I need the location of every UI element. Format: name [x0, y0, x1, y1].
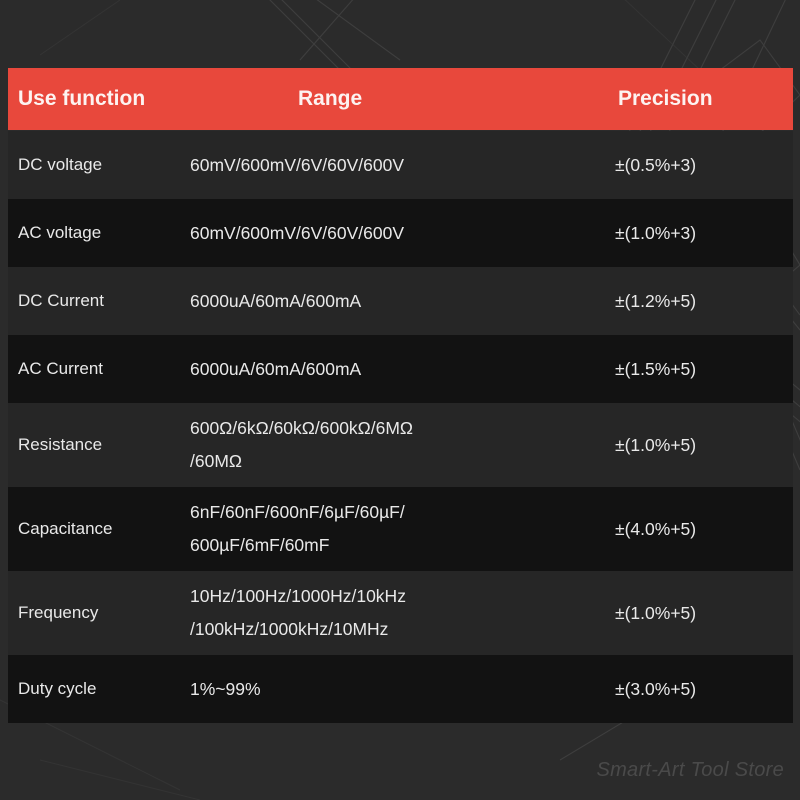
table-row: AC Current 6000uA/60mA/600mA ±(1.5%+5): [8, 335, 793, 403]
cell-use-function: Capacitance: [18, 519, 113, 538]
cell-precision: ±(4.0%+5): [615, 519, 697, 539]
column-header-precision: Precision: [618, 87, 713, 110]
cell-use-function: Duty cycle: [18, 679, 97, 698]
cell-precision: ±(1.0%+3): [615, 223, 697, 243]
watermark-text: Smart-Art Tool Store: [596, 759, 784, 781]
cell-precision: ±(1.0%+5): [615, 435, 697, 455]
cell-use-function: DC Current: [18, 291, 104, 310]
cell-use-function: Frequency: [18, 603, 99, 622]
cell-use-function: Resistance: [18, 435, 103, 454]
cell-range: 6nF/60nF/600nF/6µF/60µF/ 600µF/6mF/60mF: [190, 502, 405, 555]
table-row: DC voltage 60mV/600mV/6V/60V/600V ±(0.5%…: [8, 131, 793, 199]
table-row: Frequency 10Hz/100Hz/1000Hz/10kHz /100kH…: [8, 571, 793, 655]
cell-precision: ±(3.0%+5): [615, 679, 697, 699]
cell-precision: ±(0.5%+3): [615, 155, 697, 175]
table-row: DC Current 6000uA/60mA/600mA ±(1.2%+5): [8, 267, 793, 335]
table-row: Duty cycle 1%~99% ±(3.0%+5): [8, 655, 793, 723]
cell-use-function: DC voltage: [18, 155, 103, 174]
table-body: DC voltage 60mV/600mV/6V/60V/600V ±(0.5%…: [8, 131, 793, 723]
column-header-range: Range: [298, 87, 363, 110]
cell-range: 6000uA/60mA/600mA: [190, 291, 362, 311]
cell-use-function: AC Current: [18, 359, 104, 378]
cell-range: 10Hz/100Hz/1000Hz/10kHz /100kHz/1000kHz/…: [190, 586, 406, 639]
cell-range: 1%~99%: [190, 679, 261, 699]
cell-precision: ±(1.0%+5): [615, 603, 697, 623]
cell-use-function: AC voltage: [18, 223, 102, 242]
column-header-use-function: Use function: [18, 87, 146, 110]
cell-range: 60mV/600mV/6V/60V/600V: [190, 223, 405, 243]
cell-precision: ±(1.2%+5): [615, 291, 697, 311]
table-header-row: Use function Range Precision: [8, 68, 793, 130]
cell-range: 6000uA/60mA/600mA: [190, 359, 362, 379]
cell-range: 60mV/600mV/6V/60V/600V: [190, 155, 405, 175]
table-row: Capacitance 6nF/60nF/600nF/6µF/60µF/ 600…: [8, 487, 793, 571]
table-row: Resistance 600Ω/6kΩ/60kΩ/600kΩ/6MΩ /60MΩ…: [8, 403, 793, 487]
table-row: AC voltage 60mV/600mV/6V/60V/600V ±(1.0%…: [8, 199, 793, 267]
cell-range: 600Ω/6kΩ/60kΩ/600kΩ/6MΩ /60MΩ: [190, 418, 414, 471]
cell-precision: ±(1.5%+5): [615, 359, 697, 379]
